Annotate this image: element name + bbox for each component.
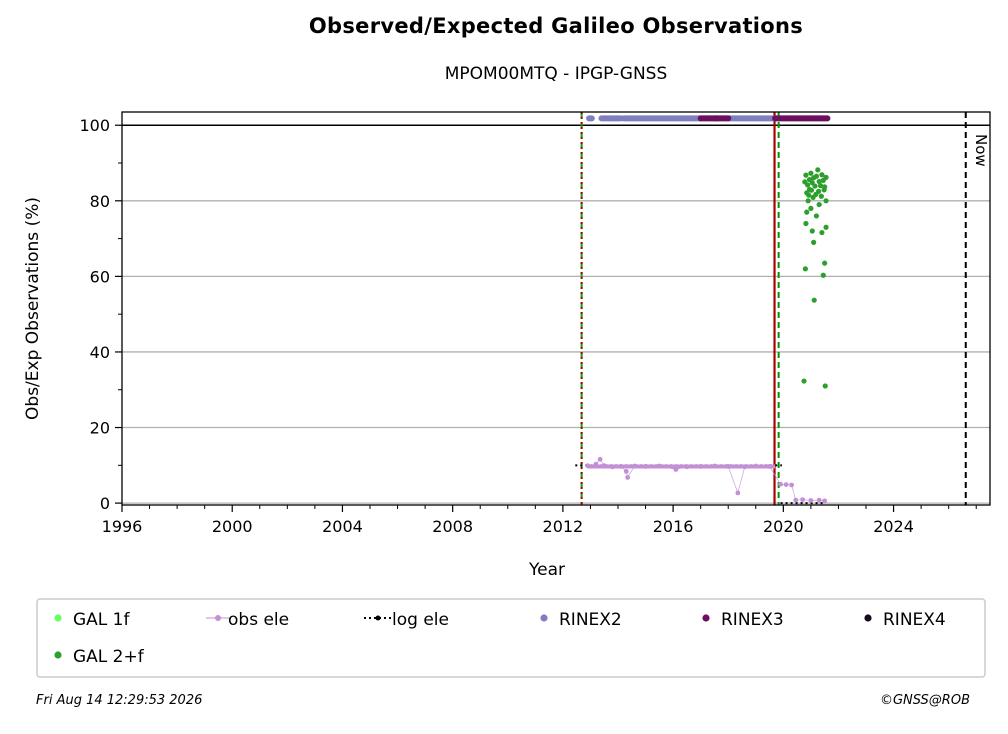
legend-label: RINEX2 [559,610,622,630]
chart-subtitle: MPOM00MTQ - IPGP-GNSS [444,64,668,84]
gal-2f-point [804,182,811,188]
legend-label: obs ele [228,610,289,630]
obs-ele-point [793,497,799,503]
obs-ele-point [610,464,615,470]
gal-2f-point [812,183,818,189]
gal-2f-point [809,228,815,234]
legend-label: log ele [392,610,449,630]
obs-ele-point [593,461,599,467]
gal-2f-point [819,172,825,178]
gal-2f-point [817,183,824,189]
obs-ele-point [625,475,631,480]
legend-marker [54,614,62,622]
x-tick-label: 2020 [763,517,804,536]
y-tick-label: 100 [79,116,110,135]
now-label: Now [972,134,990,167]
x-axis-label: Year [528,560,565,580]
obs-ele-point [673,467,679,472]
footer-credit: ©GNSS@ROB [879,693,970,708]
plot-frame [121,111,991,506]
obs-ele-point [783,482,789,487]
y-tick-label: 80 [90,192,110,211]
obs-ele-point [822,498,828,504]
legend-label: RINEX3 [721,610,784,630]
gal-2f-point [805,198,811,204]
gal-2f-point [801,378,807,384]
obs-ele-point [808,498,814,503]
y-tick-label: 0 [100,494,110,513]
gal-2f-point [804,209,810,215]
obs-ele-point [800,497,806,503]
obs-ele-point [816,497,822,503]
gal-2f-point [815,167,821,173]
gal-2f-point [811,297,817,303]
chart-title: Observed/Expected Galileo Observations [308,14,804,38]
obs-ele-point [735,490,741,496]
chart-svg: Now 1996 2000 2004 2008 2012 2016 2020 2024 0 20 40… [23,111,991,678]
legend-label: GAL 1f [73,610,130,630]
x-tick-label: 2008 [432,517,473,536]
x-tick-label: 2000 [212,517,253,536]
y-tick-label: 40 [90,343,110,362]
obs-ele-point [698,464,704,469]
x-tick-label: 2016 [653,517,694,536]
legend-marker [215,615,221,621]
gal-2f-point [816,201,822,208]
legend-label: RINEX4 [883,610,946,630]
legend-marker [540,614,548,622]
obs-ele-point [725,464,731,469]
legend-box [36,598,986,678]
gal-2f-point [822,260,828,266]
gal-2f-point [823,224,829,230]
obs-ele-point [601,463,607,469]
gal-2f-point [808,170,814,176]
x-tick-label: 2004 [322,517,363,536]
gal-2f-point [803,172,809,178]
obs-ele-point [684,464,690,470]
obs-ele-point [597,456,603,462]
y-axis-label: Obs/Exp Observations (%) [23,197,43,420]
gal-2f-point [823,174,829,180]
legend-marker [54,651,62,659]
gal-2f-point [806,192,812,198]
y-tick-label: 60 [90,267,110,286]
obs-ele-point [742,464,748,470]
gal-2f-point [808,205,814,211]
x-tick-label: 1996 [102,517,143,536]
footer-timestamp: Fri Aug 14 12:29:53 2026 [36,693,203,708]
obs-ele-point [712,463,717,469]
gal-2f-point [821,187,827,193]
obs-ele-point [656,463,662,469]
legend-marker [864,614,872,622]
gal-2f-point [808,187,815,193]
legend-marker [702,614,710,622]
obs-ele-point [623,468,629,474]
obs-ele-point [753,463,759,469]
obs-ele-point [643,464,648,469]
gal-2f-point [802,266,808,272]
obs-ele-point [618,464,624,469]
x-tick-label: 2024 [873,517,914,536]
gal-2f-point [816,178,822,185]
gal-2f-point [813,173,820,179]
gal-2f-point [811,239,817,245]
legend-marker [375,615,381,621]
gal-2f-point [819,229,825,236]
gal-2f-point [803,220,809,227]
gal-2f-point [813,213,820,219]
obs-ele-point [585,463,591,469]
obs-ele-point [778,481,783,487]
obs-ele-point [632,463,637,469]
obs-ele-point [767,464,772,469]
gal-2f-point [818,193,824,199]
y-tick-label: 20 [90,419,110,438]
obs-ele-point [789,482,794,488]
gal-2f-point [816,188,822,194]
legend-label: GAL 2+f [73,647,145,667]
x-tick-label: 2012 [543,517,584,536]
gal-2f-point [820,272,826,278]
gal-2f-point [823,198,829,204]
gal-2f-point [822,383,828,389]
